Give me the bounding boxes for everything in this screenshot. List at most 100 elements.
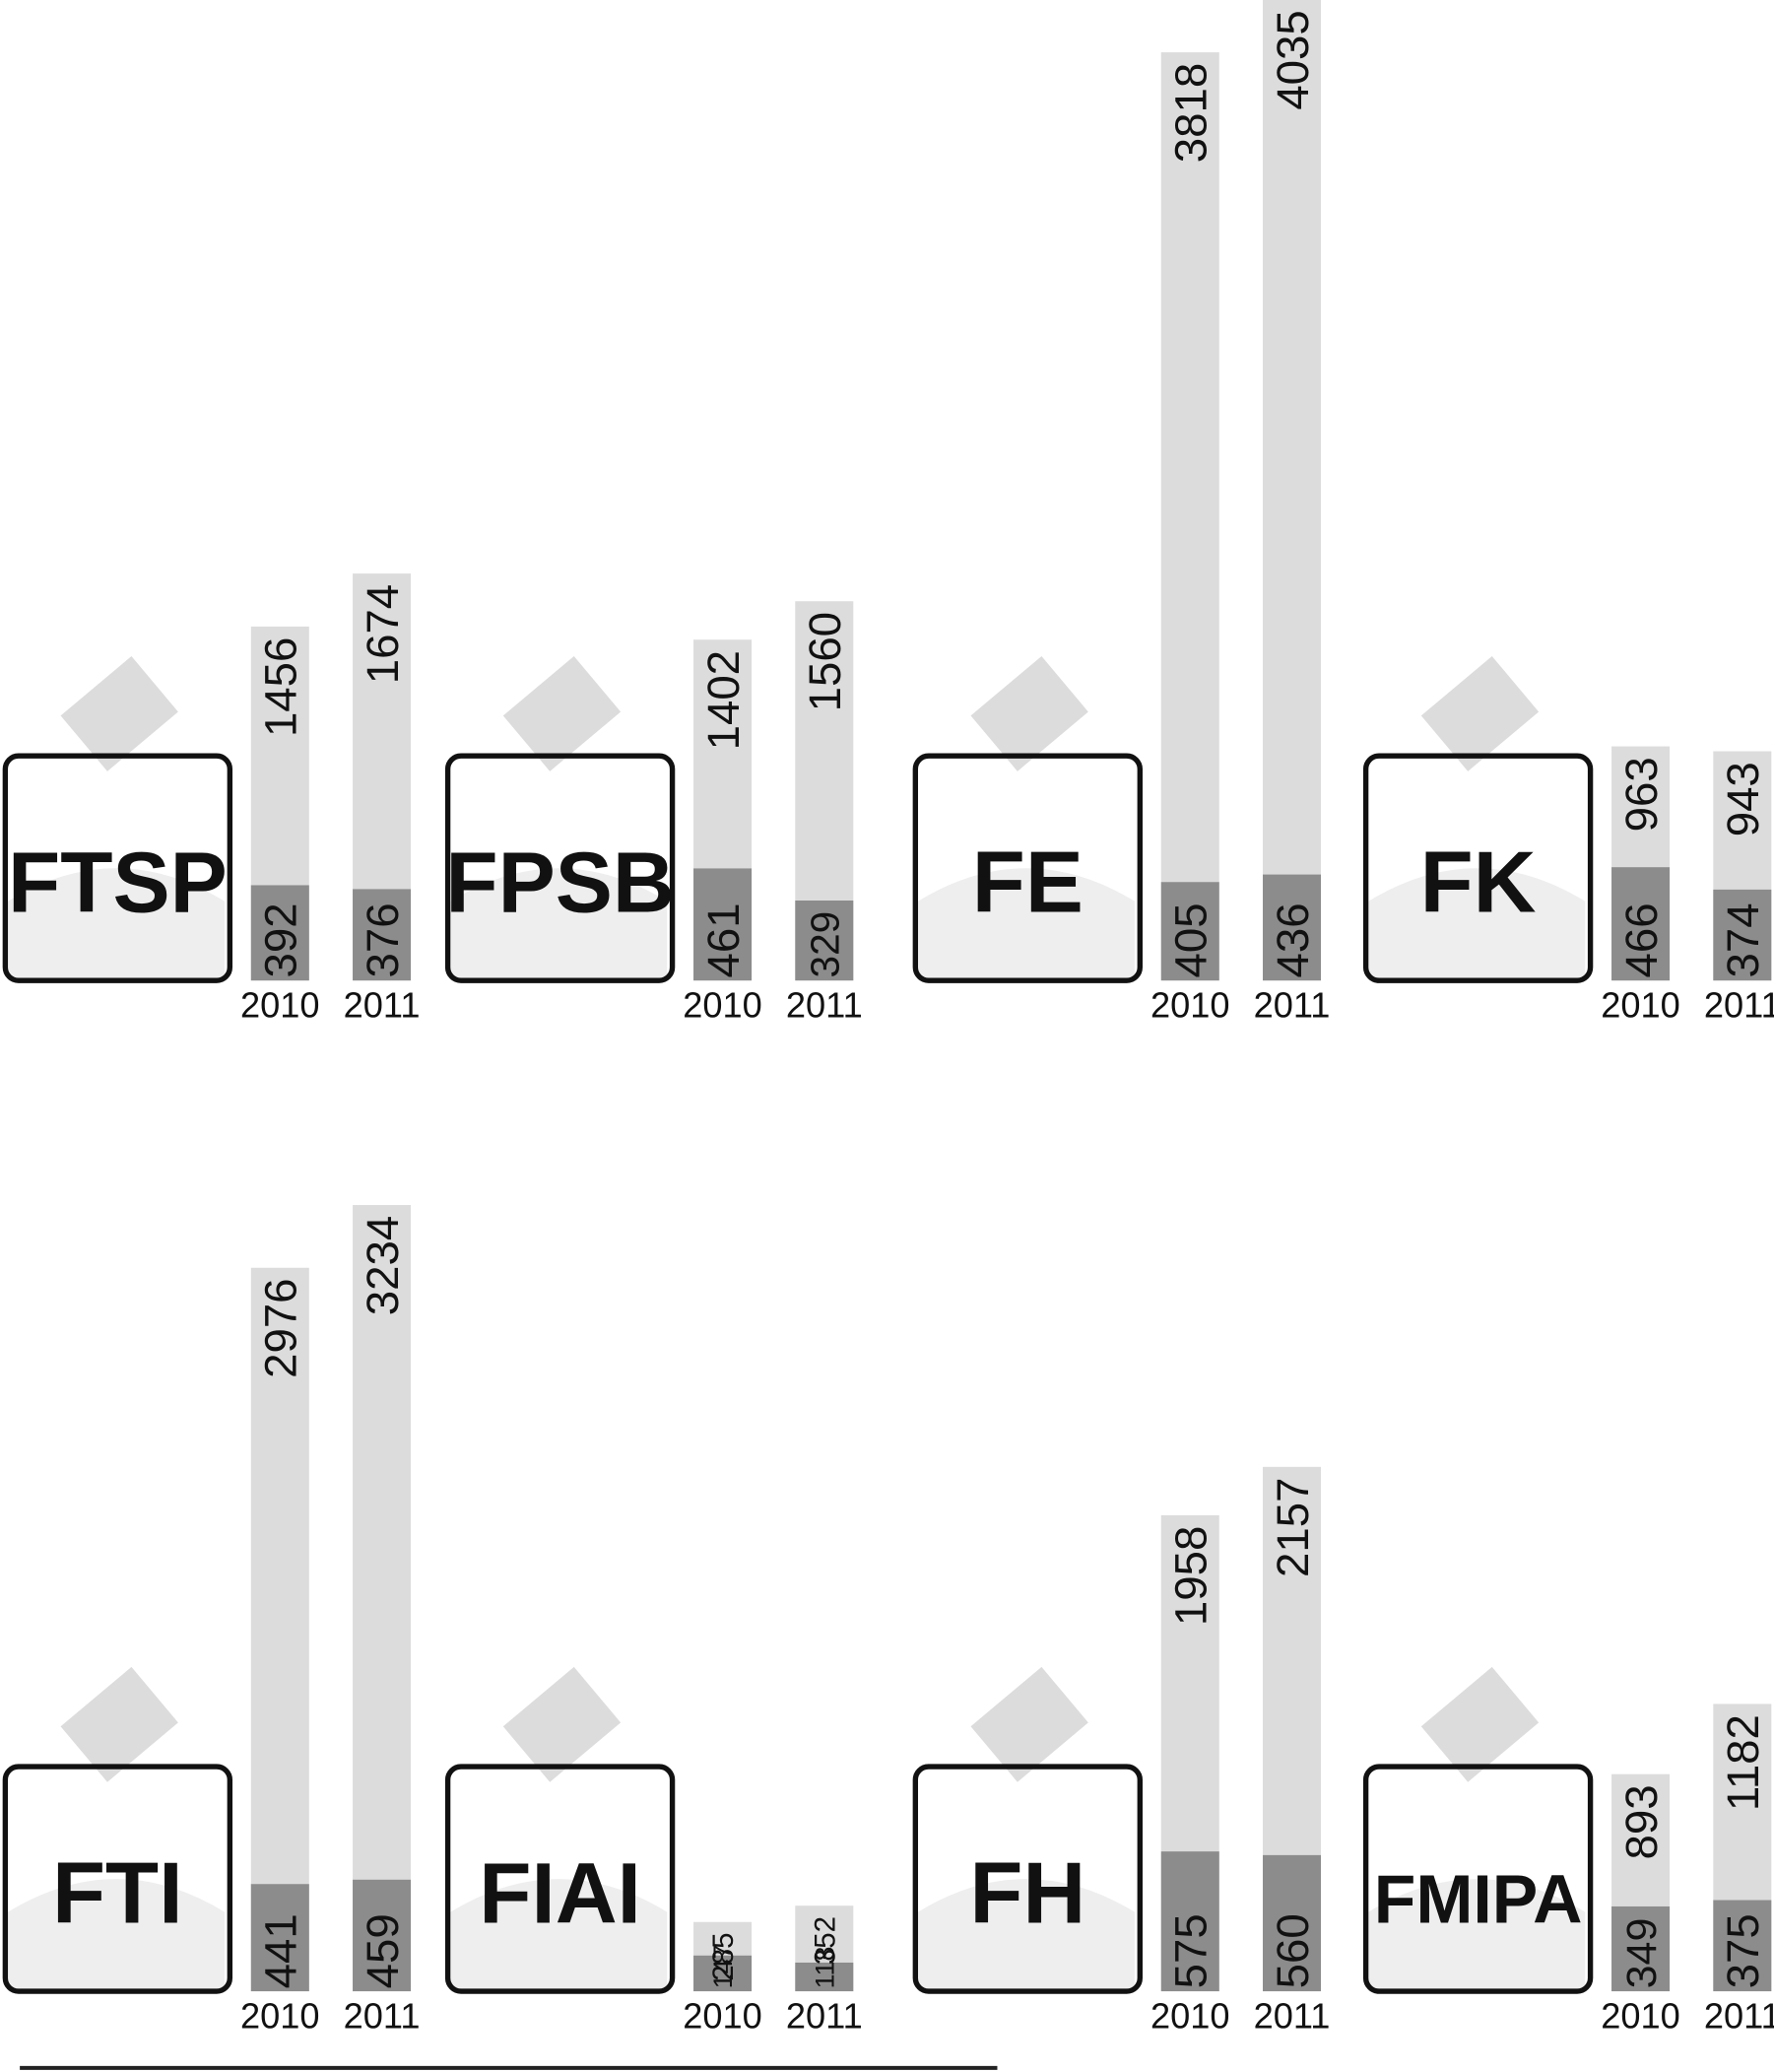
- subset-bar: [795, 900, 854, 981]
- panel: FH 1958 575 2010 2157 560 2011: [912, 1466, 1331, 2037]
- faculty-label: FMIPA: [1374, 1860, 1583, 1937]
- faculty-label: FE: [972, 833, 1084, 930]
- ballot-box: [444, 1764, 676, 1994]
- ballot-box: [1362, 753, 1594, 983]
- subset-bar: [1611, 1905, 1671, 1992]
- subset-bar: [1713, 1900, 1772, 1992]
- subset-label: 329: [802, 911, 847, 978]
- year-label: 2011: [1254, 1996, 1331, 2037]
- faculty-label: FTI: [52, 1843, 183, 1941]
- subset-bar: [1160, 882, 1219, 981]
- year-label: 2010: [1601, 985, 1680, 1026]
- box-fill: [918, 868, 1135, 981]
- subset-label: 392: [256, 902, 306, 977]
- total-label: 1674: [358, 584, 408, 684]
- ballot-paper: [60, 655, 178, 771]
- year-label: 2011: [1704, 1996, 1774, 2037]
- subset-label: 405: [1166, 902, 1216, 977]
- total-label: 352: [809, 1916, 841, 1965]
- total-label: 1402: [698, 650, 749, 750]
- ballot-paper: [970, 1666, 1088, 1782]
- total-label: 943: [1718, 762, 1768, 836]
- box-fill: [8, 1879, 225, 1992]
- year-label: 2010: [1150, 1996, 1230, 2037]
- total-label: 2157: [1268, 1478, 1318, 1577]
- total-label: 285: [707, 1932, 740, 1980]
- total-label: 893: [1616, 1784, 1667, 1859]
- subset-bar: [1160, 1851, 1219, 1992]
- box-fill: [8, 868, 225, 981]
- subset-bar: [250, 1884, 309, 1992]
- ballot-paper: [502, 1666, 622, 1782]
- total-label: 1182: [1718, 1714, 1768, 1811]
- box-fill: [1368, 868, 1586, 981]
- total-bar: [1263, 0, 1322, 981]
- subset-bar: [250, 885, 309, 981]
- subset-bar: [1263, 874, 1322, 981]
- ballot-paper: [60, 1666, 178, 1782]
- panel: FTSP 1456 392 2010 1674 376 2011: [2, 573, 421, 1026]
- ballot-paper: [970, 655, 1088, 771]
- subset-label: 375: [1718, 1913, 1768, 1988]
- year-label: 2011: [1704, 985, 1774, 1026]
- box-fill: [450, 1879, 668, 1992]
- total-label: 1456: [256, 637, 306, 737]
- year-label: 2011: [786, 985, 863, 1026]
- subset-label: 436: [1268, 902, 1318, 977]
- panel: FTI 2976 441 2010 3234 459 2011: [2, 1205, 421, 2037]
- subset-label: 376: [358, 902, 408, 977]
- ballot-box: [912, 1764, 1143, 1994]
- faculty-label: FIAI: [479, 1845, 641, 1941]
- total-label: 963: [1616, 757, 1667, 832]
- subset-bar: [1713, 889, 1772, 981]
- year-label: 2010: [683, 985, 762, 1026]
- box-fill: [450, 868, 668, 981]
- subset-bar: [353, 1879, 412, 1992]
- subset-label: 560: [1268, 1913, 1318, 1988]
- subset-label: 147: [708, 1945, 738, 1989]
- subset-bar: [693, 1955, 753, 1992]
- subset-label: 441: [256, 1913, 306, 1988]
- year-label: 2010: [1601, 1996, 1680, 2037]
- total-label: 4035: [1268, 10, 1318, 109]
- subset-bar: [353, 889, 412, 981]
- faculty-label: FK: [1420, 833, 1537, 930]
- year-label: 2010: [240, 1996, 320, 2037]
- total-bar: [250, 1267, 309, 1992]
- year-label: 2010: [683, 1996, 762, 2037]
- faculty-label: FPSB: [445, 835, 674, 930]
- faculty-label: FTSP: [8, 835, 228, 930]
- subset-bar: [1263, 1854, 1322, 1992]
- year-label: 2011: [1254, 985, 1331, 1026]
- subset-label: 118: [810, 1947, 839, 1989]
- ballot-paper: [1420, 655, 1540, 771]
- box-fill: [918, 1879, 1135, 1992]
- total-label: 1560: [800, 612, 850, 711]
- total-label: 2976: [256, 1278, 306, 1377]
- ballot-box: [444, 753, 676, 983]
- total-label: 3234: [358, 1216, 408, 1315]
- year-label: 2010: [1150, 985, 1230, 1026]
- year-label: 2011: [344, 1996, 421, 2037]
- ballot-box: [1362, 1764, 1594, 1994]
- ballot-box: [912, 753, 1143, 983]
- faculty-label: FH: [969, 1843, 1085, 1941]
- subset-bar: [693, 868, 753, 981]
- panel: FK 963 466 2010 943 374 2011: [1362, 655, 1774, 1026]
- subset-label: 466: [1616, 902, 1667, 977]
- ballot-box: [2, 1764, 233, 1994]
- box-fill: [1368, 1879, 1586, 1992]
- subset-bar: [1611, 867, 1671, 981]
- year-label: 2011: [344, 985, 421, 1026]
- ballot-paper: [1420, 1666, 1540, 1782]
- total-label: 1958: [1166, 1526, 1216, 1626]
- year-label: 2010: [240, 985, 320, 1026]
- ballot-paper: [502, 655, 622, 771]
- panel: FPSB 1402 461 2010 1560 329 2011: [444, 601, 863, 1026]
- subset-bar: [795, 1962, 854, 1992]
- total-bar: [1160, 52, 1219, 981]
- subset-label: 575: [1166, 1913, 1216, 1988]
- ballot-box: [2, 753, 233, 983]
- subset-label: 349: [1618, 1918, 1666, 1989]
